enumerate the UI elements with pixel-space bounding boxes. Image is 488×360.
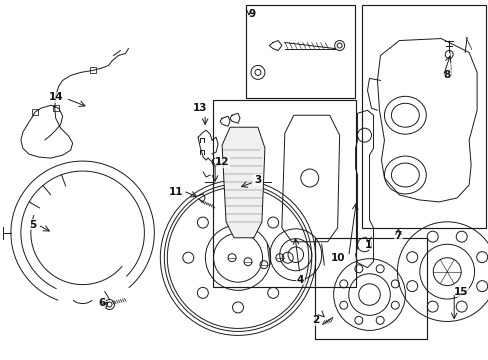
Text: 15: 15 [453, 287, 468, 297]
Text: 6: 6 [98, 297, 105, 307]
Text: 4: 4 [296, 275, 304, 285]
Bar [213, 100, 355, 287]
Bar [314, 238, 427, 339]
Text: 1: 1 [364, 240, 371, 250]
Bar [89, 67, 95, 73]
Text: 10: 10 [330, 253, 345, 263]
Text: 5: 5 [29, 220, 37, 230]
Text: 12: 12 [215, 157, 229, 167]
Text: 13: 13 [193, 103, 207, 113]
Text: 2: 2 [312, 315, 319, 325]
Bar [32, 109, 38, 115]
Text: 7: 7 [394, 231, 401, 241]
Text: 3: 3 [253, 175, 261, 185]
Bar [53, 105, 59, 111]
Bar [361, 5, 485, 228]
Bar [245, 5, 354, 98]
Text: 14: 14 [49, 92, 63, 102]
Text: 11: 11 [168, 187, 183, 197]
Polygon shape [222, 127, 264, 238]
Text: 8: 8 [442, 71, 449, 80]
Text: 9: 9 [248, 9, 256, 19]
